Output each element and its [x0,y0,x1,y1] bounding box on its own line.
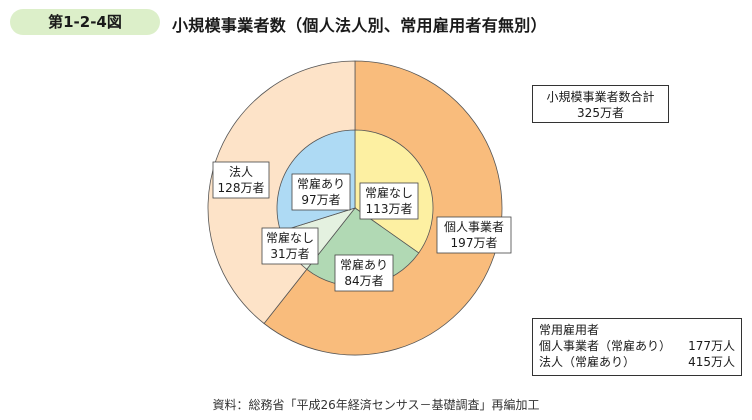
slice-name-label: 常雇あり [297,176,345,191]
slice-name-label: 常雇なし [266,230,314,245]
outer-label-1: 法人 128万者 [212,161,270,199]
slice-name-label: 常雇なし [365,185,413,200]
slice-value-label: 31万者 [270,247,309,261]
employees-row-label: 個人事業者（常雇あり） [539,339,672,353]
employees-row-value: 177万人 [688,339,735,353]
inner-label-3: 常雇あり 97万者 [291,173,351,211]
label-box [261,227,319,265]
label-box [291,173,351,211]
slice-name-label: 個人事業者 [444,220,504,234]
slice-name-label: 法人 [229,165,253,179]
employees-row-label: 法人（常雇あり） [539,355,636,369]
slice-value-label: 84万者 [344,274,383,288]
slice-value-label: 97万者 [301,193,340,207]
outer-label-0: 個人事業者 197万者 [436,216,512,254]
source-note: 資料：総務省「平成26年経済センサス－基礎調査」再編加工 [212,398,540,412]
employees-heading: 常用雇用者 [539,323,600,337]
slice-value-label: 128万者 [218,181,265,195]
label-box [334,254,394,292]
total-box: 小規模事業者数合計 325万者 [532,85,669,123]
label-box [359,182,419,220]
figure-number-badge: 第1-2-4図 [10,9,160,35]
slice-value-label: 113万者 [366,202,413,216]
inner-label-0: 常雇なし 113万者 [359,182,419,220]
chart-title: 小規模事業者数（個人法人別、常用雇用者有無別） [172,16,547,35]
employees-row-individual: 個人事業者（常雇あり） 177万人 [539,338,735,354]
inner-label-2: 常雇なし 31万者 [261,227,319,265]
slice-value-label: 197万者 [451,236,498,250]
inner-label-1: 常雇あり 84万者 [334,254,394,292]
employees-row-value: 415万人 [688,355,735,369]
employees-box: 常用雇用者 個人事業者（常雇あり） 177万人 法人（常雇あり） 415万人 [532,318,742,376]
label-box [436,216,512,254]
employees-row-corporate: 法人（常雇あり） 415万人 [539,354,735,370]
total-value: 325万者 [577,106,624,120]
slice-name-label: 常雇あり [340,257,388,272]
label-box [212,161,270,199]
total-label: 小規模事業者数合計 [546,90,655,104]
